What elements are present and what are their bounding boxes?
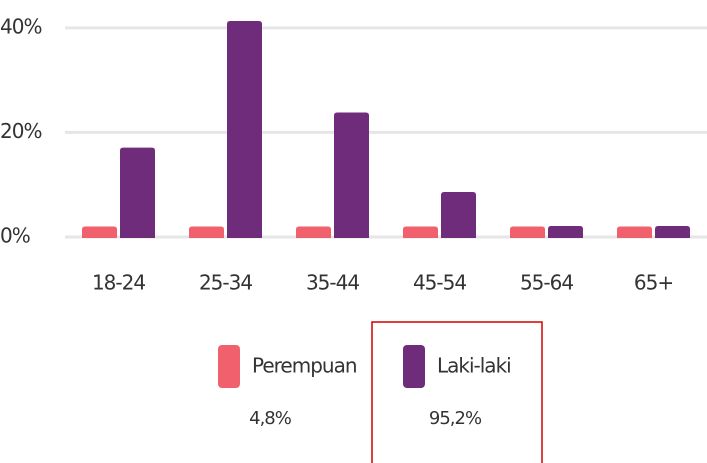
legend-swatch — [218, 345, 240, 388]
x-tick-label: 55-64 — [520, 271, 573, 295]
bar — [82, 226, 117, 238]
x-tick-label: 35-44 — [306, 271, 359, 295]
x-tick-label: 25-34 — [199, 271, 252, 295]
x-tick-label: 18-24 — [92, 271, 145, 295]
legend-share: 4,8% — [249, 408, 292, 429]
y-tick-label: 40% — [0, 14, 41, 38]
bar — [403, 226, 438, 238]
x-tick-label: 65+ — [634, 271, 673, 295]
bar — [120, 147, 155, 238]
bar — [334, 112, 369, 238]
y-tick-label: 0% — [0, 224, 30, 248]
legend-label: Laki-laki — [437, 354, 511, 378]
bar — [617, 226, 652, 238]
highlight-box — [371, 321, 543, 463]
legend-share: 95,2% — [429, 408, 482, 429]
x-tick-label: 45-54 — [413, 271, 466, 295]
y-tick-label: 20% — [0, 119, 41, 143]
bar — [548, 226, 583, 238]
bar — [227, 21, 262, 239]
bar — [189, 226, 224, 238]
bar — [441, 192, 476, 238]
legend-label: Perempuan — [252, 354, 357, 378]
bar — [296, 226, 331, 238]
legend-swatch — [403, 345, 425, 388]
bar — [655, 226, 690, 238]
bar — [510, 226, 545, 238]
